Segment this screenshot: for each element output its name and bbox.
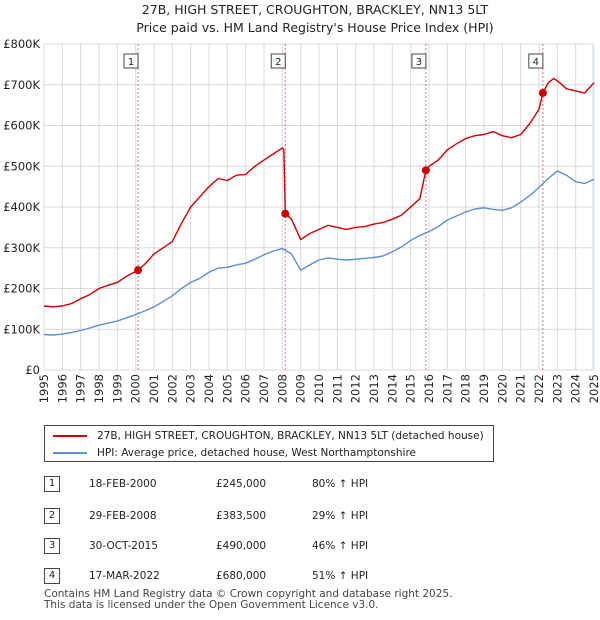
x-tick-label: 2024 bbox=[569, 374, 583, 403]
hpi-line bbox=[43, 170, 595, 336]
sale-marker-label: 1 bbox=[128, 57, 134, 68]
x-tick-label: 2015 bbox=[404, 374, 418, 403]
x-tick-label: 2019 bbox=[477, 374, 491, 403]
sale-marker-box bbox=[270, 53, 286, 69]
legend-swatch-hpi bbox=[53, 452, 87, 454]
y-tick-label: £600K bbox=[3, 119, 40, 133]
sale-marker-label: 3 bbox=[416, 57, 422, 68]
chart-title-line1: 27B, HIGH STREET, CROUGHTON, BRACKLEY, N… bbox=[142, 2, 489, 17]
x-tick-label: 1998 bbox=[92, 374, 106, 403]
x-tick-label: 2007 bbox=[257, 374, 271, 403]
legend-swatch-property bbox=[53, 435, 87, 437]
x-tick-label: 2004 bbox=[202, 374, 216, 403]
x-tick-label: 2018 bbox=[459, 374, 473, 403]
x-tick-label: 2001 bbox=[147, 374, 161, 403]
x-tick-label: 2010 bbox=[312, 374, 326, 403]
chart-title-line2: Price paid vs. HM Land Registry's House … bbox=[136, 20, 493, 35]
footer-licence: This data is licensed under the Open Gov… bbox=[44, 599, 379, 611]
x-tick-label: 2013 bbox=[367, 374, 381, 403]
sale-hpi-change: 29% ↑ HPI bbox=[312, 510, 369, 522]
legend-item-hpi: HPI: Average price, detached house, West… bbox=[53, 445, 416, 461]
sale-marker-label: 4 bbox=[533, 57, 539, 68]
y-tick-label: £800K bbox=[3, 37, 40, 51]
footer-copyright: Contains HM Land Registry data © Crown c… bbox=[44, 588, 453, 600]
x-tick-label: 2002 bbox=[165, 374, 179, 403]
sale-hpi-change: 46% ↑ HPI bbox=[312, 540, 369, 552]
sale-point bbox=[134, 266, 143, 275]
sale-point bbox=[281, 209, 290, 218]
x-tick-label: 2012 bbox=[349, 374, 363, 403]
sale-point bbox=[421, 166, 430, 175]
x-tick-label: 2014 bbox=[385, 374, 399, 403]
sale-number: 1 bbox=[44, 476, 60, 492]
sale-marker-label: 2 bbox=[275, 57, 281, 68]
sale-number: 2 bbox=[44, 508, 60, 524]
legend-label-property: 27B, HIGH STREET, CROUGHTON, BRACKLEY, N… bbox=[97, 430, 484, 442]
sale-hpi-change: 51% ↑ HPI bbox=[312, 570, 369, 582]
x-tick-label: 2023 bbox=[550, 374, 564, 403]
y-tick-label: £200K bbox=[3, 282, 40, 296]
x-tick-label: 2000 bbox=[129, 374, 143, 403]
sale-date: 29-FEB-2008 bbox=[89, 510, 157, 522]
x-tick-label: 2021 bbox=[514, 374, 528, 403]
sale-date: 17-MAR-2022 bbox=[89, 570, 160, 582]
x-tick-label: 2003 bbox=[184, 374, 198, 403]
x-tick-label: 2009 bbox=[294, 374, 308, 403]
x-tick-label: 1997 bbox=[74, 374, 88, 403]
sale-point bbox=[538, 88, 547, 97]
y-tick-label: £400K bbox=[3, 200, 40, 214]
sale-marker-box bbox=[411, 53, 427, 69]
x-tick-label: 2005 bbox=[220, 374, 234, 403]
x-tick-label: 1999 bbox=[110, 374, 124, 403]
property-line bbox=[43, 77, 595, 308]
x-tick-label: 2022 bbox=[532, 374, 546, 403]
y-tick-label: £0 bbox=[25, 363, 40, 377]
sale-row: 3 30-OCT-2015 £490,000 46% ↑ HPI bbox=[44, 538, 484, 554]
legend-label-hpi: HPI: Average price, detached house, West… bbox=[97, 447, 416, 459]
sale-date: 30-OCT-2015 bbox=[89, 540, 158, 552]
y-tick-label: £500K bbox=[3, 159, 40, 173]
x-tick-label: 2008 bbox=[275, 374, 289, 403]
x-tick-label: 2025 bbox=[587, 374, 600, 403]
x-tick-label: 2016 bbox=[422, 374, 436, 403]
price-chart: 27B, HIGH STREET, CROUGHTON, BRACKLEY, N… bbox=[3, 2, 600, 403]
sale-price: £383,500 bbox=[216, 510, 267, 522]
legend-item-property: 27B, HIGH STREET, CROUGHTON, BRACKLEY, N… bbox=[53, 428, 484, 444]
x-tick-label: 2020 bbox=[495, 374, 509, 403]
sale-price: £680,000 bbox=[216, 570, 267, 582]
sale-number: 4 bbox=[44, 568, 60, 584]
y-tick-label: £300K bbox=[3, 241, 40, 255]
sale-hpi-change: 80% ↑ HPI bbox=[312, 478, 369, 490]
sale-marker-box bbox=[123, 53, 139, 69]
sale-date: 18-FEB-2000 bbox=[89, 478, 157, 490]
x-tick-label: 2017 bbox=[440, 374, 454, 403]
future-shading bbox=[592, 44, 594, 370]
x-tick-label: 2006 bbox=[239, 374, 253, 403]
sale-marker-box bbox=[528, 53, 544, 69]
sale-row: 1 18-FEB-2000 £245,000 80% ↑ HPI bbox=[44, 476, 484, 492]
footer: Contains HM Land Registry data © Crown c… bbox=[44, 589, 452, 611]
y-tick-label: £100K bbox=[3, 322, 40, 336]
sale-row: 2 29-FEB-2008 £383,500 29% ↑ HPI bbox=[44, 508, 484, 524]
legend: 27B, HIGH STREET, CROUGHTON, BRACKLEY, N… bbox=[44, 425, 494, 462]
x-tick-label: 1995 bbox=[37, 374, 51, 403]
sale-price: £245,000 bbox=[216, 478, 267, 490]
sale-number: 3 bbox=[44, 538, 60, 554]
x-tick-label: 2011 bbox=[330, 374, 344, 403]
sale-price: £490,000 bbox=[216, 540, 267, 552]
sale-row: 4 17-MAR-2022 £680,000 51% ↑ HPI bbox=[44, 568, 484, 584]
y-tick-label: £700K bbox=[3, 78, 40, 92]
x-tick-label: 1996 bbox=[55, 374, 69, 403]
